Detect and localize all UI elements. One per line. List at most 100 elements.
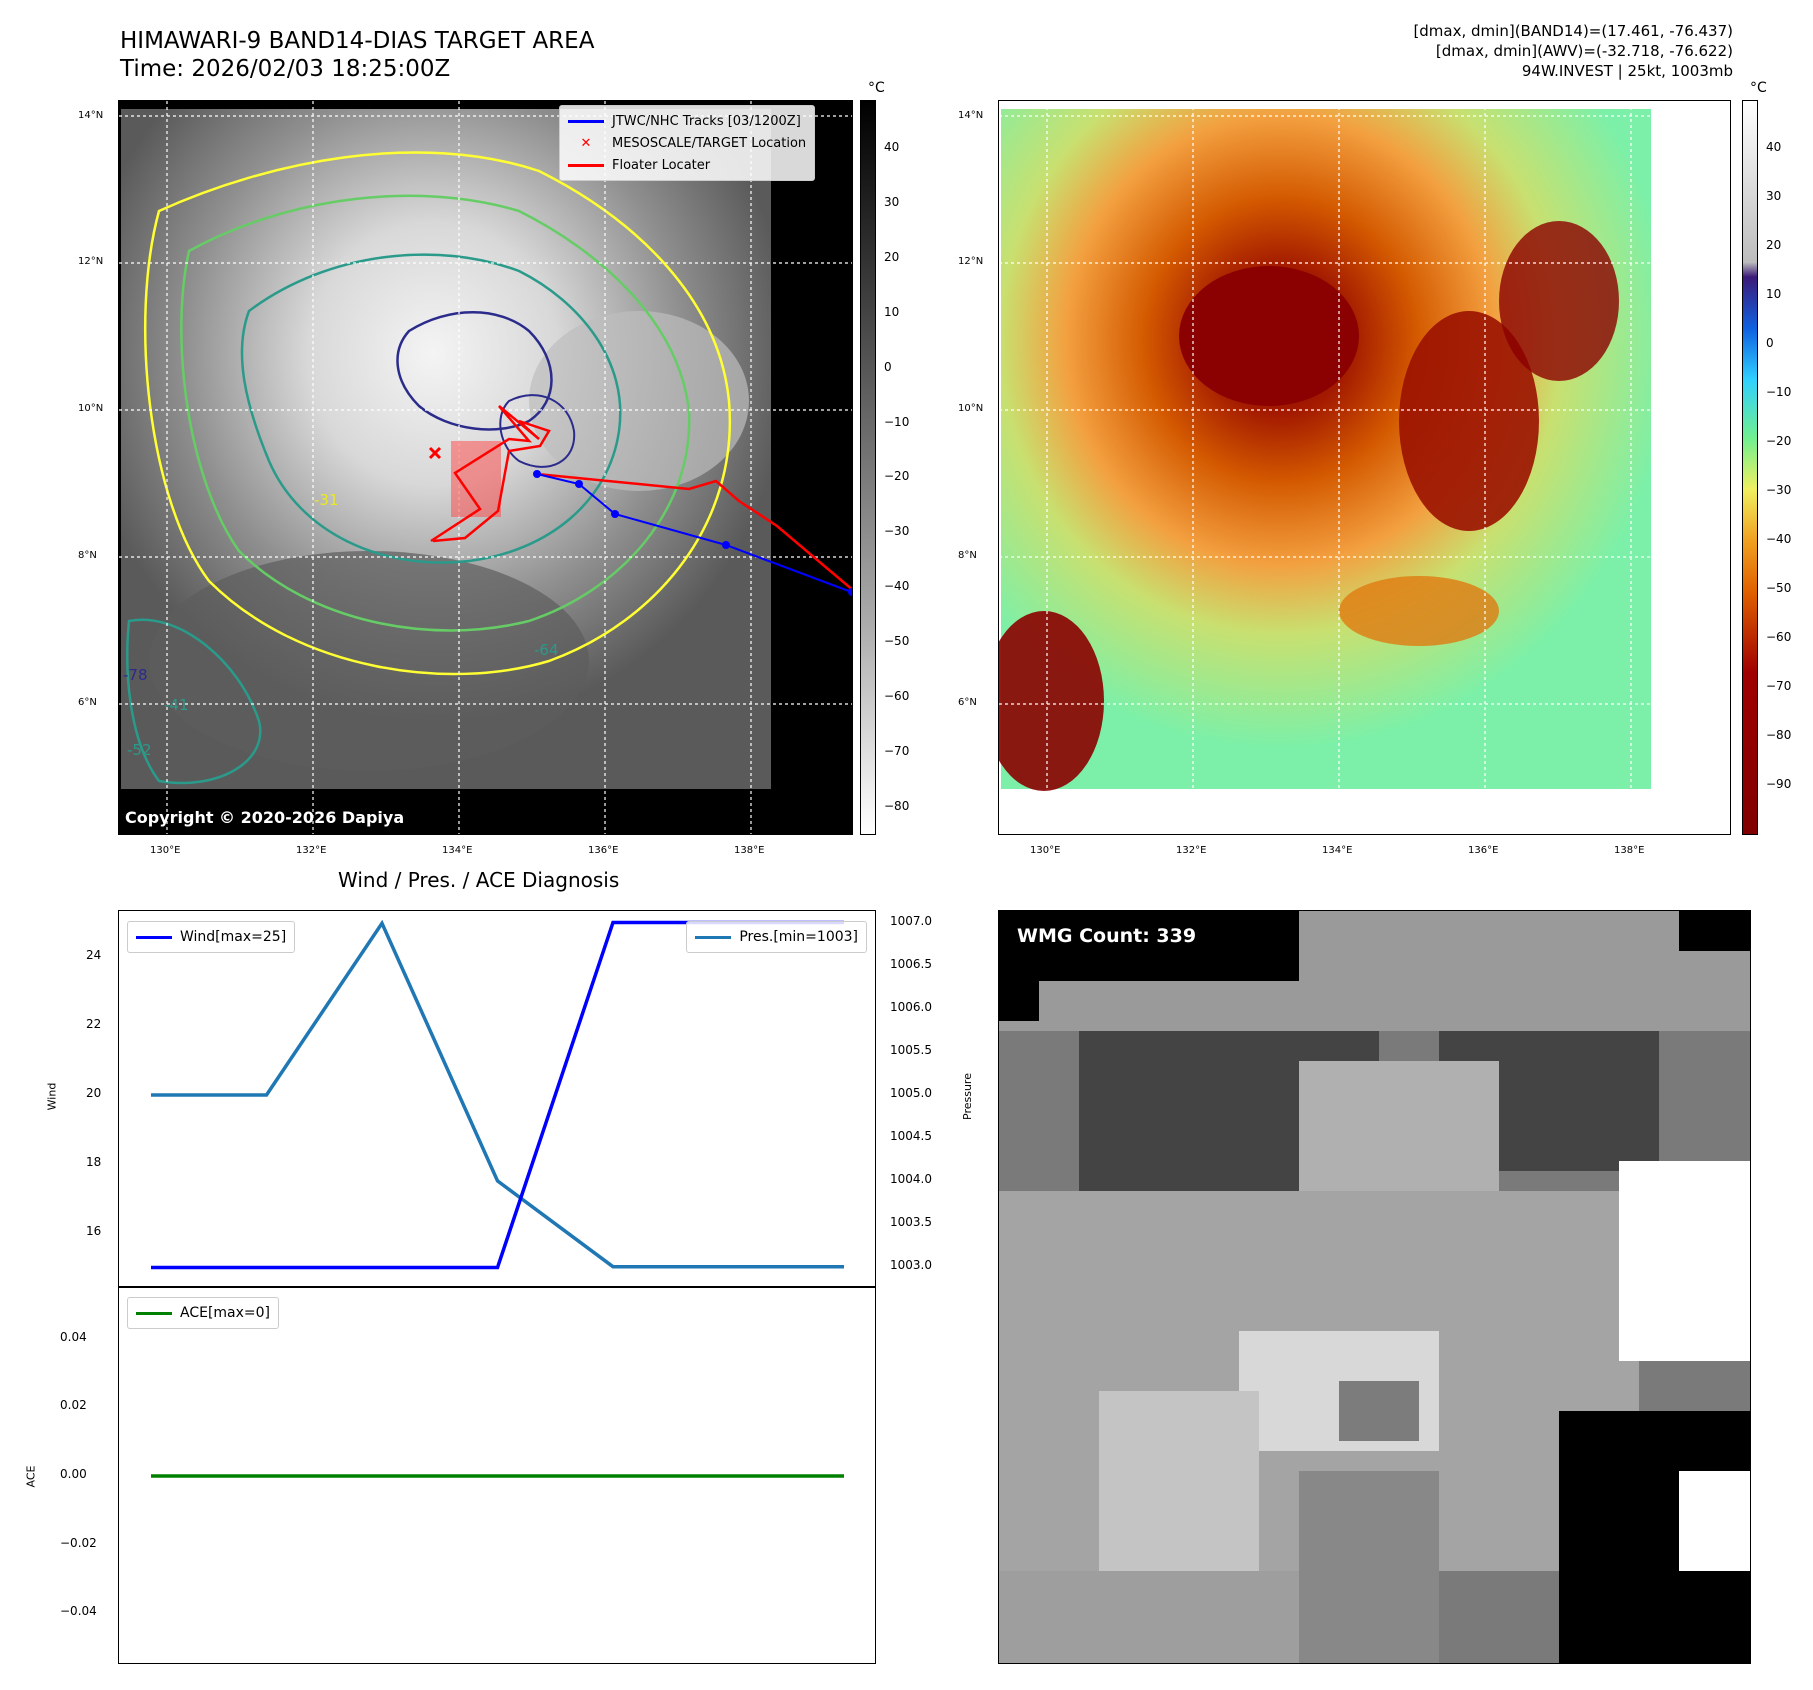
wmg-count: WMG Count: 339: [1017, 925, 1197, 947]
ir-imagery: [1001, 109, 1651, 789]
ace-ytick: 0.00: [60, 1467, 87, 1481]
wind-ytick: 20: [86, 1086, 102, 1100]
ir-cold-core: [1179, 266, 1359, 406]
wmg-panel: WMG Count: 339: [998, 910, 1751, 1664]
wind-legend-label: Wind[max=25]: [180, 929, 287, 945]
lat-tick: 14°N: [78, 110, 104, 121]
wind-swatch: [136, 935, 172, 939]
contour-label: -64: [534, 641, 559, 659]
colorbar-tick: −40: [1766, 532, 1792, 546]
enhanced-ir-map: [998, 100, 1731, 835]
band14-map: -31 -64 -78 -41 -52 JTWC/NHC Tracks [03/…: [118, 100, 853, 835]
colorbar-tick: −50: [1766, 581, 1792, 595]
track-swatch: [568, 119, 604, 123]
wind-ytick: 22: [86, 1016, 102, 1031]
wind-pressure-panel: Wind[max=25] Pres.[min=1003]: [118, 910, 876, 1288]
ace-ytick: −0.04: [60, 1604, 97, 1619]
colorbar-unit: °C: [1750, 80, 1767, 96]
lon-tick: 130°E: [1030, 845, 1061, 856]
wind-ytick: 18: [86, 1155, 102, 1170]
band14-map-svg: [119, 101, 852, 834]
pressure-ylabel: Pressure: [960, 1073, 974, 1120]
lat-tick: 10°N: [958, 403, 984, 414]
lon-tick: 132°E: [1176, 845, 1207, 856]
colorbar-tick: −80: [1766, 728, 1792, 742]
contour-yellow: [143, 151, 732, 676]
colorbar-tick: −20: [884, 469, 910, 484]
ace-swatch: [136, 1311, 172, 1315]
ace-panel: ACE[max=0]: [118, 1286, 876, 1664]
pressure-legend: Pres.[min=1003]: [686, 921, 867, 953]
info-band14: [dmax, dmin](BAND14)=(17.461, -76.437): [1413, 22, 1733, 40]
lon-tick: 134°E: [1322, 845, 1353, 856]
pressure-ytick: 1006.0: [890, 1000, 932, 1015]
lon-tick: 138°E: [734, 845, 765, 856]
ace-ytick: −0.02: [60, 1535, 97, 1550]
lon-tick: 136°E: [1468, 845, 1499, 856]
ace-svg: [150, 1474, 845, 1478]
pressure-swatch: [695, 935, 732, 939]
wind-pressure-svg: [150, 919, 845, 1270]
lon-tick: 132°E: [296, 845, 327, 856]
colorbar-tick: 20: [1766, 238, 1782, 252]
colorbar-tick: −30: [884, 524, 910, 539]
pressure-ytick: 1007.0: [890, 914, 932, 929]
pressure-line: [151, 919, 844, 1269]
lon-tick: 130°E: [150, 845, 181, 856]
colorbar-tick: −40: [884, 579, 910, 594]
lat-tick: 14°N: [958, 110, 984, 121]
ir-gridlines: [999, 101, 1730, 834]
lat-tick: 12°N: [958, 256, 984, 267]
pressure-ytick: 1005.0: [890, 1086, 932, 1100]
colorbar-tick: 10: [1766, 287, 1782, 301]
colorbar-tick: −50: [884, 634, 910, 649]
band14-colorbar: [860, 100, 876, 835]
lat-tick: 12°N: [78, 256, 104, 267]
colorbar-unit: °C: [868, 80, 885, 96]
contour-label: -52: [127, 741, 152, 759]
x-marker-icon: ✕: [580, 135, 592, 151]
legend-floater-label: Floater Locater: [612, 157, 711, 173]
enhanced-ir-svg: [999, 101, 1730, 834]
wind-ytick: 24: [86, 947, 102, 962]
colorbar-tick: −10: [1766, 385, 1792, 399]
ir-colorbar: [1742, 100, 1758, 835]
diagnosis-title: Wind / Pres. / ACE Diagnosis: [338, 868, 620, 892]
contour-navy: [396, 311, 553, 431]
floater-locater-line: [430, 405, 551, 543]
colorbar-tick: 40: [1766, 140, 1782, 154]
colorbar-tick: 0: [884, 359, 892, 374]
ace-ylabel: ACE: [24, 1465, 38, 1488]
pressure-ytick: 1003.5: [890, 1214, 932, 1229]
colorbar-tick: −70: [884, 743, 910, 758]
contour-navy-inner: [499, 394, 576, 468]
contour-label: -78: [123, 666, 148, 684]
legend-item-target: ✕ MESOSCALE/TARGET Location: [568, 132, 807, 154]
lon-tick: 134°E: [442, 845, 473, 856]
wind-legend: Wind[max=25]: [127, 921, 296, 953]
colorbar-tick: 30: [1766, 189, 1782, 203]
pressure-ytick: 1004.0: [890, 1171, 932, 1186]
contour-teal: [240, 253, 622, 564]
lat-tick: 8°N: [78, 550, 97, 561]
ace-legend-label: ACE[max=0]: [180, 1305, 271, 1321]
lat-tick: 8°N: [958, 550, 977, 561]
legend-tracks-label: JTWC/NHC Tracks [03/1200Z]: [612, 113, 801, 129]
target-marker: [428, 446, 442, 460]
colorbar-tick: 20: [884, 250, 900, 265]
lon-tick: 138°E: [1614, 845, 1645, 856]
wind-ylabel: Wind: [45, 1082, 59, 1111]
colorbar-tick: 30: [884, 195, 900, 210]
pressure-ytick: 1004.5: [890, 1128, 932, 1143]
ace-legend: ACE[max=0]: [127, 1297, 280, 1329]
colorbar-tick: −70: [1766, 679, 1792, 693]
colorbar-tick: −80: [884, 798, 910, 813]
info-storm: 94W.INVEST | 25kt, 1003mb: [1521, 62, 1733, 80]
colorbar-tick: 10: [884, 304, 900, 319]
map-legend: JTWC/NHC Tracks [03/1200Z] ✕ MESOSCALE/T…: [559, 105, 816, 181]
contour-green: [180, 194, 691, 632]
contour-label: -31: [314, 491, 339, 509]
legend-item-floater: Floater Locater: [568, 154, 806, 176]
colorbar-tick: −90: [1766, 777, 1792, 791]
wind-ytick: 16: [86, 1224, 102, 1239]
